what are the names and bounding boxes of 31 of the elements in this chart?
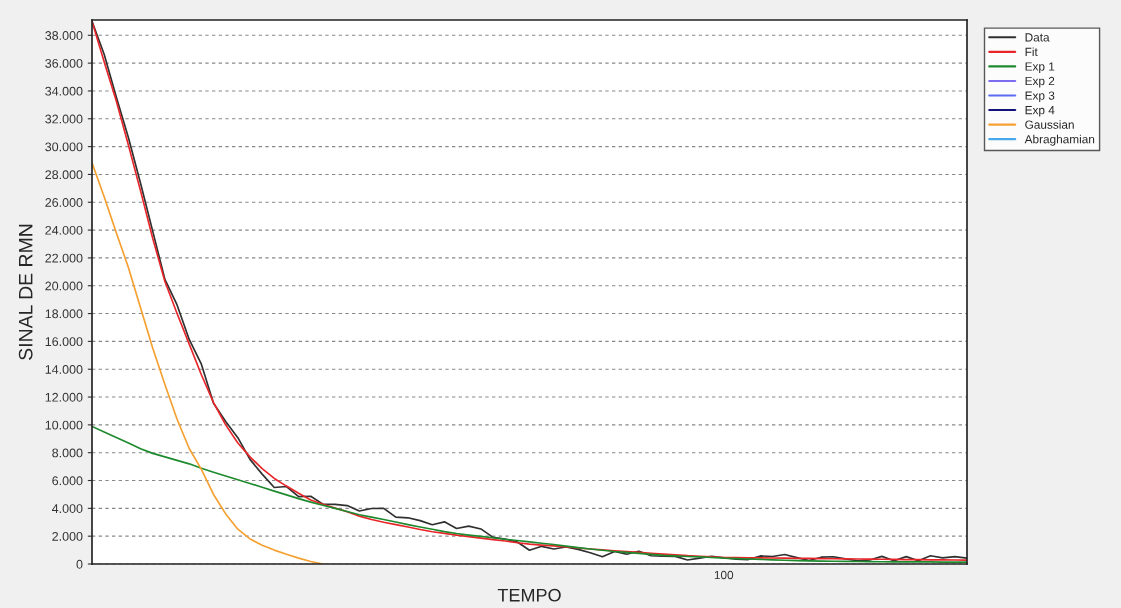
legend-label: Data — [1025, 33, 1050, 42]
y-tick-label: 28.000 — [45, 170, 83, 180]
y-tick-label: 8.000 — [52, 448, 83, 458]
y-tick-label: 6.000 — [52, 476, 83, 486]
y-tick-label: 38.000 — [45, 31, 83, 40]
y-axis-title: SINAL DE RMN — [18, 224, 33, 360]
legend-label: Abraghamian — [1024, 134, 1095, 146]
y-tick-label: 32.000 — [45, 114, 83, 124]
legend-label: Exp 2 — [1025, 76, 1055, 88]
y-tick-label: 30.000 — [45, 142, 83, 152]
legend-label: Exp 1 — [1025, 62, 1055, 73]
x-axis-title: TEMPO — [497, 588, 561, 602]
y-tick-label: 34.000 — [45, 86, 83, 96]
y-tick-label: 16.000 — [45, 337, 83, 347]
y-tick-label: 4.000 — [51, 504, 83, 513]
y-tick-label: 2.000 — [52, 531, 83, 541]
y-tick-label: 14.000 — [45, 365, 83, 374]
y-tick-label: 24.000 — [45, 225, 83, 235]
y-tick-label: 22.000 — [45, 253, 83, 263]
legend-label: Gaussian — [1025, 120, 1074, 129]
y-tick-label: 20.000 — [45, 281, 83, 291]
y-tick-label: 26.000 — [45, 198, 83, 207]
text: 100 — [714, 570, 734, 580]
y-tick-label: 12.000 — [45, 392, 83, 402]
y-tick-label: 0 — [76, 559, 83, 569]
y-tick-label: 18.000 — [45, 309, 83, 319]
legend-label: Exp 3 — [1025, 91, 1055, 103]
legend-label: Exp 4 — [1025, 106, 1055, 117]
y-tick-label: 10.000 — [45, 420, 83, 430]
y-tick-label: 36.000 — [45, 58, 83, 68]
legend-label: Fit — [1025, 47, 1038, 57]
